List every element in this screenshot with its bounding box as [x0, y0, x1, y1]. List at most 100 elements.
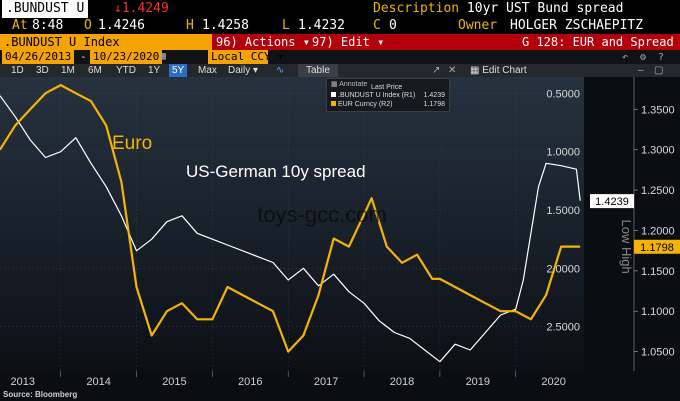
legend-value: 1.1798 — [423, 101, 445, 108]
gear-icon[interactable]: ⚙ — [640, 52, 647, 63]
watermark: toys-gcc.com — [257, 202, 387, 227]
euro-last-tag — [634, 239, 680, 254]
edit-chart-label: Edit Chart — [482, 65, 527, 76]
action-bar: .BUNDUST U Index 96) Actions ▾ 97) Edit … — [0, 34, 680, 50]
security-name[interactable]: .BUNDUST U — [2, 0, 89, 18]
maximize-icon[interactable]: ▢ — [654, 65, 664, 76]
chevron-down-icon: ▾ — [277, 50, 284, 63]
high-label: H — [186, 18, 194, 33]
close-label: C — [373, 18, 381, 33]
close-icon[interactable]: ✕ — [448, 65, 457, 76]
left-axis-tick-label: 2.0000 — [546, 263, 580, 275]
right-axis-tick-label: 1.3000 — [641, 145, 675, 157]
period-max[interactable]: Max — [198, 65, 217, 76]
left-axis-tick-label: 2.5000 — [546, 322, 580, 334]
header-row-2: At 8:48 O 1.4246 H 1.4258 L 1.4232 C 0 O… — [0, 17, 680, 34]
period-bar: 1D 3D 1M 6M YTD 1Y 5Y Max Daily ▾ ∿ Tabl… — [0, 64, 680, 77]
period-5y[interactable]: 5Y — [169, 64, 188, 77]
ticker-field[interactable]: .BUNDUST U Index — [0, 34, 212, 50]
at-label: At — [12, 18, 28, 33]
low-label: L — [282, 18, 290, 33]
chart-canvas: 2013 2014 2015 2016 2017 2018 2019 2020 0.5000 1.… — [0, 77, 680, 401]
spread-last-tag — [590, 194, 634, 209]
currency-label: Local CCY — [211, 50, 271, 63]
euro-series-line — [0, 84, 581, 353]
legend-header: Last Price — [371, 84, 403, 91]
x-tick-label: 2016 — [238, 376, 262, 388]
x-tick-label: 2020 — [541, 376, 565, 388]
x-tick-label: 2017 — [314, 376, 338, 388]
chevron-down-icon: ▾ — [302, 35, 310, 49]
period-6m[interactable]: 6M — [88, 65, 102, 76]
legend-item-spread: .BUNDUST U Index (R1) 1.4239 — [331, 92, 447, 99]
owner-label: Owner — [458, 18, 498, 33]
currency-select[interactable]: Local CCY ▾ — [208, 50, 284, 64]
frequency-select[interactable]: Daily ▾ — [228, 65, 259, 76]
high-value: 1.4258 — [202, 18, 249, 33]
time-value: 8:48 — [32, 18, 64, 33]
low-high-label: Low High — [619, 220, 634, 274]
legend[interactable]: ▦ Annotate Last Price .BUNDUST U Index (… — [326, 78, 450, 112]
legend-value: 1.4239 — [423, 92, 445, 99]
period-1y[interactable]: 1Y — [148, 65, 161, 76]
plot-area — [0, 77, 584, 371]
period-3d[interactable]: 3D — [36, 65, 49, 76]
left-axis-tick-label: 1.0000 — [546, 147, 580, 159]
period-ytd[interactable]: YTD — [116, 65, 136, 76]
open-value: 1.4246 — [98, 18, 145, 33]
frequency-label: Daily — [228, 65, 251, 76]
legend-swatch — [331, 92, 336, 97]
edit-menu[interactable]: 97) Edit ▾ — [312, 34, 384, 50]
x-tick-label: 2019 — [466, 376, 490, 388]
help-icon[interactable]: ? — [658, 52, 665, 63]
last-price: ↓1.4249 — [114, 1, 169, 16]
description-label: Description — [373, 1, 460, 16]
owner-value: HOLGER ZSCHAEPITZ — [510, 18, 644, 33]
annotate-label: Annotate — [339, 81, 368, 88]
annotate-icon: ▦ — [331, 81, 338, 88]
legend-swatch — [331, 101, 336, 106]
expand-icon[interactable]: ↗ — [432, 65, 441, 76]
x-tick-label: 2018 — [390, 376, 414, 388]
edit-chart-button[interactable]: ▦ Edit Chart — [470, 64, 527, 77]
undo-icon[interactable]: ↶ — [622, 52, 629, 63]
legend-name: EUR Curncy (R2) — [338, 101, 393, 108]
x-tick-label: 2015 — [162, 376, 186, 388]
close-value: 0 — [389, 18, 397, 33]
end-date-input[interactable]: 10/23/2020 — [90, 50, 163, 64]
right-axis-tick-label: 1.1500 — [641, 266, 675, 278]
calendar-icon[interactable]: ▦ — [160, 51, 167, 62]
date-range-row: 04/26/2013 - 10/23/2020 ▦ Local CCY ▾ ↶ … — [0, 50, 680, 64]
spread-last-value: 1.4239 — [595, 196, 629, 208]
period-1d[interactable]: 1D — [11, 65, 24, 76]
x-tick-label: 2014 — [86, 376, 110, 388]
legend-name: .BUNDUST U Index (R1) — [338, 92, 416, 99]
edit-label: Edit — [340, 35, 370, 49]
description-value: 10yr UST Bund spread — [466, 1, 624, 16]
source-label: Source: Bloomberg — [3, 390, 77, 399]
edit-num: 97) — [312, 35, 334, 49]
right-axis-tick-label: 1.2000 — [641, 225, 675, 237]
actions-menu[interactable]: 96) Actions ▾ — [216, 34, 310, 50]
chart-group: G 128: EUR and Spread — [522, 35, 674, 49]
line-chart-icon[interactable]: ∿ — [276, 65, 285, 76]
date-separator: - — [80, 50, 87, 63]
minimize-icon[interactable]: – — [638, 65, 644, 76]
right-axis-tick-label: 1.2500 — [641, 185, 675, 197]
period-1m[interactable]: 1M — [61, 65, 75, 76]
open-label: O — [84, 18, 92, 33]
low-value: 1.4232 — [298, 18, 345, 33]
table-button[interactable]: Table — [298, 64, 338, 77]
actions-label: Actions — [244, 35, 296, 49]
right-axis-tick-label: 1.3500 — [641, 104, 675, 116]
description: Description 10yr UST Bund spread — [373, 0, 623, 18]
euro-last-value: 1.1798 — [640, 242, 674, 254]
annotate-button[interactable]: ▦ Annotate — [331, 80, 367, 88]
x-tick-label: 2013 — [11, 376, 35, 388]
spread-annotation: US-German 10y spread — [186, 162, 366, 181]
start-date-input[interactable]: 04/26/2013 — [2, 50, 75, 64]
euro-annotation: Euro — [112, 133, 152, 154]
left-axis-tick-label: 1.5000 — [546, 205, 580, 217]
legend-item-euro: EUR Curncy (R2) 1.1798 — [331, 101, 447, 108]
spread-series-line — [0, 95, 581, 363]
